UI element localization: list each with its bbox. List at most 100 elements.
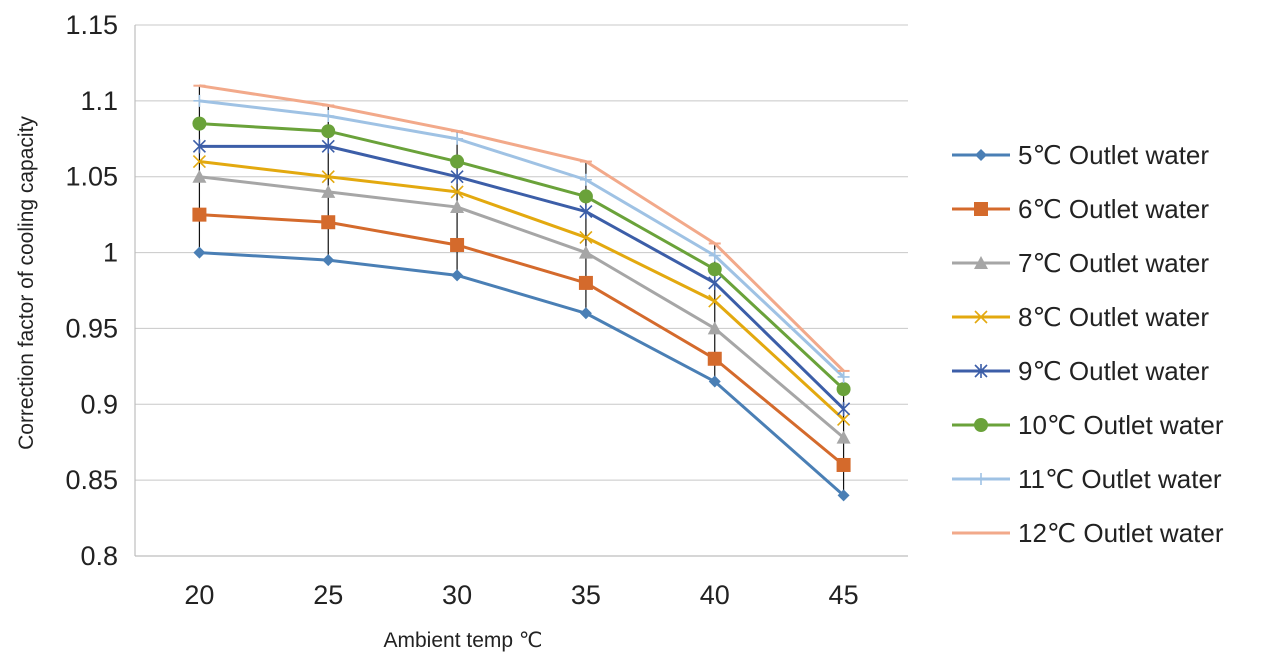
y-tick-label: 0.8 [80,541,118,571]
x-tick-label: 45 [829,580,859,610]
series-line [199,122,845,391]
legend-item: 12℃ Outlet water [952,518,1224,548]
legend-item: 11℃ Outlet water [952,464,1222,494]
y-axis-title: Correction factor of cooling capacity [15,116,38,450]
legend-marker [975,149,987,161]
series-line [199,99,845,379]
series-line [199,175,845,439]
data-point [579,307,592,320]
legend-item: 8℃ Outlet water [952,302,1209,332]
series-7 [193,94,850,383]
series-line [199,84,845,372]
data-point [192,116,207,131]
series-2 [192,207,851,472]
data-point [192,154,206,169]
data-point [579,204,593,219]
data-point [579,230,593,244]
data-point [708,275,722,290]
data-point [193,246,206,259]
data-point [707,321,722,335]
data-point [837,489,850,502]
data-point [321,170,335,184]
y-tick-label: 0.85 [65,465,118,495]
data-point [451,269,464,282]
data-point [836,457,851,472]
data-point [192,207,207,222]
x-tick-label: 30 [442,580,472,610]
data-point [450,200,465,214]
legend-item: 5℃ Outlet water [952,140,1209,170]
data-point [450,237,465,252]
data-point [451,132,464,145]
data-point [836,382,851,397]
legend-item: 10℃ Outlet water [952,410,1224,440]
data-point [578,275,593,290]
series-8 [193,84,850,372]
x-tick-label: 35 [571,580,601,610]
y-axis-ticks: 0.8 0.85 0.9 0.95 1 1.05 1.1 1.15 [65,10,118,571]
legend-label: 10℃ Outlet water [1018,410,1224,440]
data-point [707,351,722,366]
y-tick-label: 0.95 [65,313,118,343]
series-6 [192,116,851,397]
legend-marker [975,473,987,485]
data-point [321,184,336,198]
y-tick-label: 1 [103,238,118,268]
series-line [199,213,845,467]
legend-label: 9℃ Outlet water [1018,356,1209,386]
legend-label: 11℃ Outlet water [1018,464,1222,494]
data-point [837,370,850,383]
y-tick-label: 1.1 [80,86,118,116]
x-axis-ticks: 20 25 30 35 40 45 [184,580,858,610]
legend-label: 8℃ Outlet water [1018,302,1209,332]
data-point [192,169,207,183]
data-point [192,139,206,154]
legend-marker [974,364,988,378]
gridlines [135,24,908,481]
legend-marker [974,418,988,432]
series-line [199,251,845,497]
data-point [322,110,335,123]
series-5 [192,139,851,416]
series-line [199,160,845,421]
data-point [708,375,721,388]
data-point [321,139,335,154]
series-4 [192,154,851,427]
y-tick-label: 1.05 [65,162,118,192]
legend-label: 12℃ Outlet water [1018,518,1224,548]
data-point [837,412,851,427]
legend-label: 6℃ Outlet water [1018,194,1209,224]
x-axis-title: Ambient temp ℃ [384,629,543,652]
data-point [837,401,851,416]
legend-label: 7℃ Outlet water [1018,248,1209,278]
legend-marker [974,256,988,269]
data-point [707,262,722,277]
series-line [199,144,845,410]
data-point [450,185,464,199]
legend-label: 5℃ Outlet water [1018,140,1209,170]
legend-item: 9℃ Outlet water [952,356,1209,386]
data-point [578,189,593,204]
series-lines [192,84,851,502]
data-point [578,245,593,259]
data-point [321,124,336,139]
data-point [708,249,721,262]
data-point [708,294,722,308]
series-3 [192,169,851,444]
y-tick-label: 1.15 [65,10,118,40]
legend-item: 6℃ Outlet water [952,194,1209,224]
data-point [450,169,464,184]
data-point [321,215,336,230]
x-tick-label: 25 [313,580,343,610]
data-point [322,254,335,267]
legend-marker [974,202,988,216]
legend-item: 7℃ Outlet water [952,248,1209,278]
data-point [579,173,592,186]
y-tick-label: 0.9 [80,389,118,419]
data-point [193,94,206,107]
data-point [450,154,465,169]
x-tick-label: 40 [700,580,730,610]
legend: 5℃ Outlet water 6℃ Outlet water 7℃ Outlet … [952,140,1224,548]
legend-marker [974,310,988,324]
